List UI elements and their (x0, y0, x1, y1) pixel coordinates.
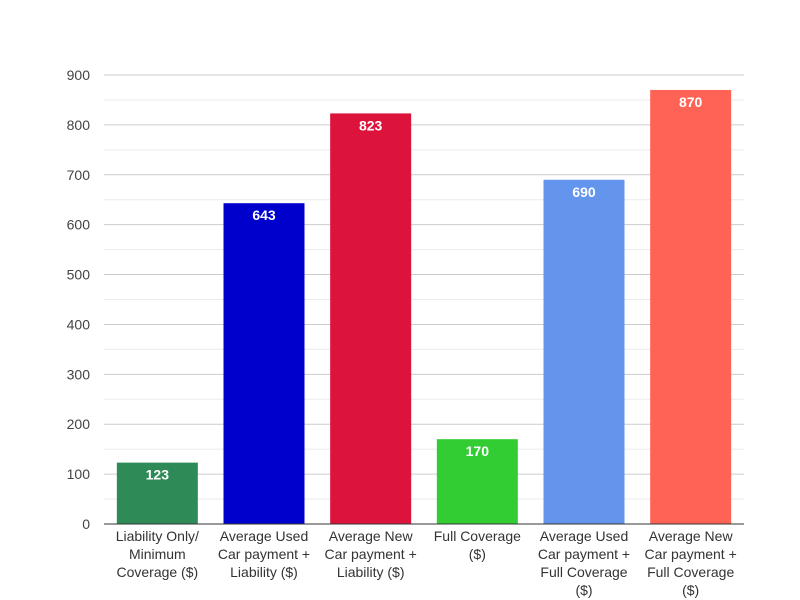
data-label: 823 (359, 117, 383, 133)
bar (223, 203, 305, 524)
x-tick-label-line: ($) (469, 546, 486, 562)
x-tick-label-line: ($) (682, 582, 699, 598)
x-tick-label-line: Average Used (220, 528, 308, 544)
y-tick-label: 100 (67, 466, 91, 482)
x-tick-label-line: Coverage ($) (116, 564, 198, 580)
bar (543, 179, 625, 524)
y-axis: 0 100 200 300 400 500 600 700 800 900 (67, 67, 91, 532)
bar (116, 462, 198, 524)
y-tick-label: 800 (67, 117, 91, 133)
x-tick-label-line: Liability Only/ (116, 528, 199, 544)
x-tick-label-line: Liability ($) (230, 564, 298, 580)
data-label: 690 (572, 184, 596, 200)
y-tick-label: 400 (67, 316, 91, 332)
x-tick-label-line: ($) (575, 582, 592, 598)
data-label: 123 (146, 467, 170, 483)
x-tick-label-line: Car payment + (325, 546, 417, 562)
x-tick-label: Liability Only/Minimum Coverage ($) (116, 528, 199, 580)
bar (436, 439, 518, 524)
x-tick-label-line: Average Used (540, 528, 628, 544)
x-tick-label: Average New Car payment + Liability ($) (325, 528, 417, 580)
y-tick-label: 700 (67, 167, 91, 183)
y-tick-label: 600 (67, 217, 91, 233)
x-tick-label-line: Car payment + (218, 546, 310, 562)
x-tick-label-line: Full Coverage (647, 564, 734, 580)
x-tick-label-line: Minimum (129, 546, 186, 562)
x-tick-label-line: Average New (649, 528, 734, 544)
bars (116, 89, 732, 525)
y-tick-label: 900 (67, 67, 91, 83)
x-tick-label-line: Liability ($) (337, 564, 405, 580)
data-label: 643 (252, 207, 276, 223)
y-tick-label: 0 (82, 516, 90, 532)
gridlines (104, 74, 744, 500)
x-tick-label-line: Full Coverage (540, 564, 627, 580)
y-tick-label: 500 (67, 267, 91, 283)
data-label: 170 (466, 443, 490, 459)
x-tick-label: Average Used Car payment + Full Coverage ($… (538, 528, 630, 598)
bar (330, 113, 412, 525)
x-axis: Liability Only/Minimum Coverage ($) Averag… (104, 523, 744, 598)
x-tick-label: Full Coverage ($) (434, 528, 521, 562)
x-tick-label-line: Full Coverage (434, 528, 521, 544)
x-tick-label: Average New Car payment + Full Coverage ($) (645, 528, 737, 598)
y-tick-label: 200 (67, 416, 91, 432)
y-tick-label: 300 (67, 366, 91, 382)
bar (650, 89, 732, 524)
x-tick-label-line: Car payment + (538, 546, 630, 562)
data-labels: 123 643 823 170 690 870 (146, 94, 703, 483)
x-tick-label-line: Car payment + (645, 546, 737, 562)
x-tick-label-line: Average New (329, 528, 414, 544)
x-tick-label: Average Used Car payment + Liability ($) (218, 528, 310, 580)
data-label: 870 (679, 94, 703, 110)
